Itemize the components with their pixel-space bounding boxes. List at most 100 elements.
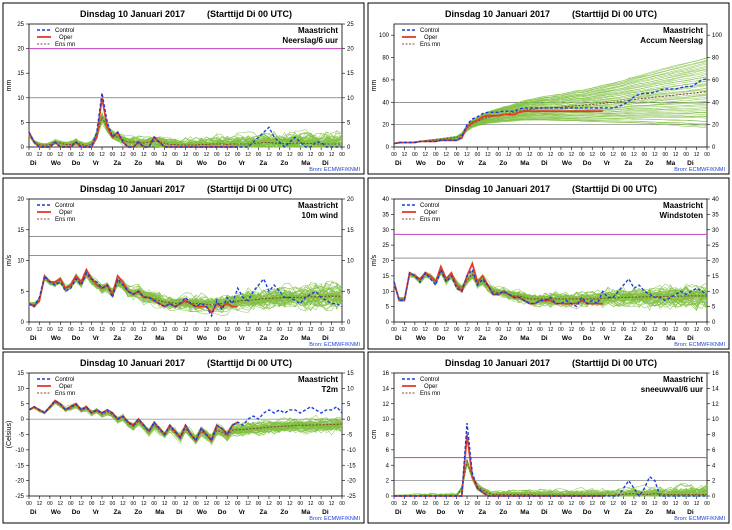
x-hour-label: 12 bbox=[183, 327, 189, 333]
x-hour-label: 00 bbox=[412, 327, 418, 333]
x-hour-label: 12 bbox=[464, 501, 470, 507]
x-hour-label: 12 bbox=[245, 152, 251, 158]
x-hour-label: 12 bbox=[506, 501, 512, 507]
y-tick-label-left: 5 bbox=[21, 120, 25, 126]
x-hour-label: 00 bbox=[68, 152, 74, 158]
x-day-label: Do bbox=[218, 335, 227, 342]
x-day-label: Wo bbox=[562, 335, 572, 342]
x-hour-label: 12 bbox=[99, 501, 105, 507]
x-hour-label: 12 bbox=[162, 501, 168, 507]
y-tick-label-left: 6 bbox=[386, 448, 390, 454]
x-day-label: Za bbox=[113, 509, 121, 516]
x-day-label: Za bbox=[478, 160, 486, 167]
x-hour-label: 12 bbox=[631, 152, 637, 158]
x-hour-label: 12 bbox=[423, 152, 429, 158]
x-day-label: Ma bbox=[301, 335, 310, 342]
x-day-label: Di bbox=[176, 509, 183, 516]
legend-ensmean-label: Ens mn bbox=[55, 391, 75, 397]
x-hour-label: 12 bbox=[183, 501, 189, 507]
x-day-label: Zo bbox=[134, 335, 142, 342]
x-hour-label: 00 bbox=[642, 327, 648, 333]
y-tick-label-right: -20 bbox=[347, 479, 356, 485]
y-tick-label-left: -25 bbox=[15, 494, 24, 500]
source-label: Bron: ECMWF/KNMI bbox=[309, 167, 360, 173]
x-hour-label: 12 bbox=[266, 327, 272, 333]
x-hour-label: 00 bbox=[68, 327, 74, 333]
x-hour-label: 12 bbox=[694, 501, 700, 507]
y-tick-label-left: 5 bbox=[21, 289, 25, 295]
control-line bbox=[28, 271, 343, 318]
x-hour-label: 12 bbox=[204, 501, 210, 507]
x-day-label: Za bbox=[625, 160, 633, 167]
x-day-label: Di bbox=[541, 509, 548, 516]
variable-label: 10m wind bbox=[302, 211, 339, 220]
x-day-label: Di bbox=[322, 509, 329, 516]
y-tick-label-right: -15 bbox=[347, 463, 356, 469]
x-hour-label: 12 bbox=[694, 327, 700, 333]
x-hour-label: 00 bbox=[110, 501, 116, 507]
legend-ensmean-label: Ens mn bbox=[420, 217, 440, 223]
x-day-label: Di bbox=[541, 160, 548, 167]
y-tick-label-left: 35 bbox=[382, 212, 389, 218]
x-hour-label: 12 bbox=[673, 152, 679, 158]
y-tick-label-left: 10 bbox=[382, 417, 389, 423]
x-day-label: Do bbox=[437, 335, 446, 342]
x-hour-label: 12 bbox=[329, 327, 335, 333]
y-tick-label-right: 15 bbox=[347, 71, 354, 77]
x-day-label: Ma bbox=[155, 509, 164, 516]
y-tick-label-right: 14 bbox=[712, 386, 719, 392]
x-hour-label: 12 bbox=[464, 327, 470, 333]
x-hour-label: 12 bbox=[506, 152, 512, 158]
x-day-label: Di bbox=[176, 160, 183, 167]
legend-control-label: Control bbox=[420, 203, 439, 209]
x-hour-label: 12 bbox=[287, 327, 293, 333]
control-line bbox=[393, 78, 708, 145]
y-tick-label-right: 10 bbox=[347, 386, 354, 392]
y-tick-label-left: 0 bbox=[21, 417, 25, 423]
y-tick-label-left: 12 bbox=[382, 402, 389, 408]
x-day-label: Za bbox=[113, 335, 121, 342]
oper-line bbox=[393, 260, 603, 305]
x-hour-label: 12 bbox=[266, 501, 272, 507]
x-hour-label: 12 bbox=[99, 152, 105, 158]
x-hour-label: 00 bbox=[131, 152, 137, 158]
x-hour-label: 12 bbox=[141, 327, 147, 333]
x-hour-label: 00 bbox=[256, 501, 262, 507]
x-day-label: Vr bbox=[239, 160, 246, 167]
x-hour-label: 12 bbox=[120, 152, 126, 158]
y-tick-label-left: 15 bbox=[17, 371, 24, 377]
x-hour-label: 12 bbox=[569, 152, 575, 158]
x-hour-label: 12 bbox=[245, 327, 251, 333]
x-day-label: Wo bbox=[416, 509, 426, 516]
x-hour-label: 00 bbox=[642, 152, 648, 158]
location-label: Maastricht bbox=[298, 201, 338, 210]
x-hour-label: 00 bbox=[110, 152, 116, 158]
x-hour-label: 00 bbox=[172, 152, 178, 158]
y-tick-label-left: -20 bbox=[15, 479, 24, 485]
x-hour-label: 00 bbox=[277, 152, 283, 158]
legend-oper-label: Oper bbox=[59, 35, 72, 41]
x-hour-label: 00 bbox=[214, 501, 220, 507]
location-label: Maastricht bbox=[663, 375, 703, 384]
x-day-label: Zo bbox=[280, 335, 288, 342]
ensemble-member-line bbox=[393, 95, 708, 144]
x-hour-label: 12 bbox=[610, 501, 616, 507]
x-hour-label: 12 bbox=[245, 501, 251, 507]
x-day-label: Di bbox=[395, 509, 402, 516]
x-hour-label: 00 bbox=[235, 501, 241, 507]
x-hour-label: 00 bbox=[412, 152, 418, 158]
x-day-label: Ma bbox=[666, 335, 675, 342]
panel-start-time: (Starttijd Di 00 UTC) bbox=[572, 9, 657, 19]
x-day-label: Ma bbox=[155, 335, 164, 342]
x-hour-label: 00 bbox=[193, 152, 199, 158]
x-hour-label: 12 bbox=[673, 327, 679, 333]
x-day-label: Ma bbox=[155, 160, 164, 167]
x-hour-label: 00 bbox=[558, 152, 564, 158]
y-tick-label-left: 0 bbox=[386, 320, 390, 326]
x-day-label: Zo bbox=[499, 509, 507, 516]
x-hour-label: 00 bbox=[579, 152, 585, 158]
x-day-label: Vr bbox=[604, 160, 611, 167]
panel-title: Dinsdag 10 Januari 2017 bbox=[445, 358, 550, 368]
